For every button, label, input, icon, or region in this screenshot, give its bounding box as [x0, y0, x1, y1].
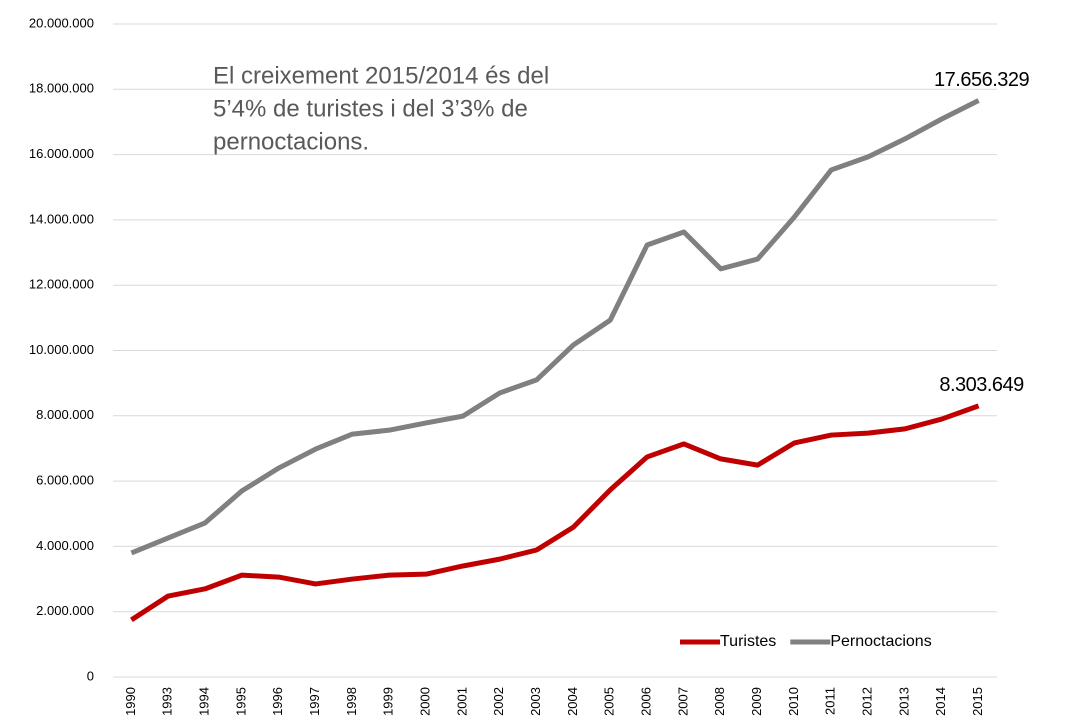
- y-tick-label: 16.000.000: [29, 146, 94, 161]
- y-tick-label: 10.000.000: [29, 342, 94, 357]
- series-line: [130, 98, 980, 556]
- x-tick-label: 1993: [160, 687, 175, 716]
- y-tick-label: 0: [87, 668, 94, 683]
- x-tick-label: 2001: [454, 687, 469, 716]
- x-tick-label: 2006: [639, 687, 654, 716]
- x-tick-label: 2004: [565, 687, 580, 716]
- y-tick-label: 18.000.000: [29, 81, 94, 96]
- series-line: [130, 403, 980, 622]
- y-tick-label: 20.000.000: [29, 15, 94, 30]
- y-tick-label: 14.000.000: [29, 211, 94, 226]
- x-tick-label: 2014: [933, 687, 948, 716]
- x-tick-label: 2011: [823, 687, 838, 715]
- data-label: 8.303.649: [939, 374, 1024, 396]
- annotation: El creixement 2015/2014 és del: [213, 62, 549, 89]
- x-tick-label: 2003: [528, 687, 543, 716]
- legend-label: Turistes: [720, 633, 776, 650]
- data-label: 17.656.329: [934, 69, 1029, 91]
- x-tick-label: 2009: [749, 687, 764, 716]
- y-tick-label: 2.000.000: [36, 603, 94, 618]
- x-tick-label: 1997: [307, 687, 322, 716]
- x-tick-label: 2015: [970, 687, 985, 716]
- x-tick-label: 1996: [270, 687, 285, 716]
- x-tick-label: 2007: [675, 687, 690, 716]
- y-tick-label: 8.000.000: [36, 407, 94, 422]
- x-tick-label: 2000: [418, 687, 433, 716]
- x-tick-label: 2010: [786, 687, 801, 716]
- x-tick-label: 1994: [197, 687, 212, 716]
- x-tick-label: 1999: [381, 687, 396, 716]
- x-tick-label: 1990: [123, 687, 138, 716]
- x-tick-label: 2002: [491, 687, 506, 716]
- y-tick-label: 12.000.000: [29, 277, 94, 292]
- x-tick-label: 2012: [860, 687, 875, 716]
- y-tick-label: 4.000.000: [36, 538, 94, 553]
- y-tick-label: 6.000.000: [36, 473, 94, 488]
- annotation: pernoctacions.: [213, 128, 369, 155]
- x-tick-label: 2013: [896, 687, 911, 716]
- x-tick-label: 2008: [712, 687, 727, 716]
- x-tick-label: 2005: [602, 687, 617, 716]
- annotation: 5’4% de turistes i del 3’3% de: [213, 95, 528, 122]
- legend-label: Pernoctacions: [830, 633, 931, 650]
- x-tick-label: 1995: [233, 687, 248, 716]
- x-tick-label: 1998: [344, 687, 359, 716]
